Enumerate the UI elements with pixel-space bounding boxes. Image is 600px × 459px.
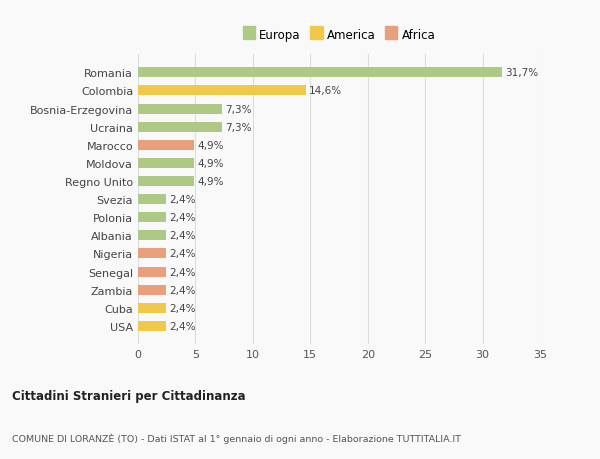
Bar — [138, 267, 166, 277]
Text: 2,4%: 2,4% — [169, 195, 196, 205]
Text: Cittadini Stranieri per Cittadinanza: Cittadini Stranieri per Cittadinanza — [12, 389, 245, 403]
Bar — [138, 213, 166, 223]
Text: 2,4%: 2,4% — [169, 213, 196, 223]
Bar — [138, 104, 222, 114]
Text: 4,9%: 4,9% — [198, 140, 224, 151]
Bar — [138, 231, 166, 241]
Text: 2,4%: 2,4% — [169, 249, 196, 259]
Bar — [138, 68, 502, 78]
Text: 2,4%: 2,4% — [169, 231, 196, 241]
Text: 2,4%: 2,4% — [169, 303, 196, 313]
Bar — [138, 321, 166, 331]
Text: 4,9%: 4,9% — [198, 177, 224, 187]
Text: 14,6%: 14,6% — [309, 86, 342, 96]
Bar — [138, 285, 166, 295]
Text: 2,4%: 2,4% — [169, 267, 196, 277]
Bar — [138, 249, 166, 259]
Bar — [138, 123, 222, 132]
Bar — [138, 158, 194, 168]
Text: COMUNE DI LORANZÈ (TO) - Dati ISTAT al 1° gennaio di ogni anno - Elaborazione TU: COMUNE DI LORANZÈ (TO) - Dati ISTAT al 1… — [12, 432, 461, 442]
Bar — [138, 303, 166, 313]
Bar — [138, 195, 166, 205]
Text: 31,7%: 31,7% — [506, 68, 539, 78]
Legend: Europa, America, Africa: Europa, America, Africa — [241, 26, 437, 44]
Bar — [138, 177, 194, 186]
Text: 7,3%: 7,3% — [225, 123, 252, 132]
Text: 7,3%: 7,3% — [225, 104, 252, 114]
Text: 2,4%: 2,4% — [169, 285, 196, 295]
Text: 4,9%: 4,9% — [198, 158, 224, 168]
Bar — [138, 86, 305, 96]
Text: 2,4%: 2,4% — [169, 321, 196, 331]
Bar — [138, 140, 194, 151]
